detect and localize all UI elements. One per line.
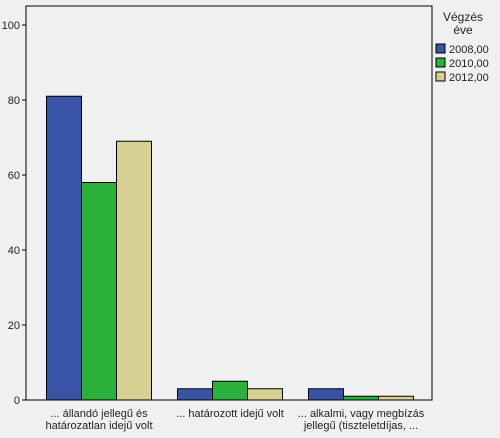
legend-title: éve xyxy=(453,23,473,37)
x-category-label: ... határozott idejű volt xyxy=(176,408,284,420)
x-category-label: ... állandó jellegű és határozatlan idejű… xyxy=(45,408,152,432)
bar xyxy=(212,380,248,401)
x-category-label-line: ... alkalmi, vagy megbízás xyxy=(298,408,425,420)
y-tick-label: 60 xyxy=(8,170,20,182)
y-tick-label: 100 xyxy=(2,20,20,32)
x-category-label-line: ... állandó jellegű és xyxy=(50,408,148,420)
legend-label: 2012,00 xyxy=(449,72,489,84)
legend-swatch xyxy=(435,71,446,82)
x-category-label-line: határozatlan idejű volt xyxy=(45,420,152,432)
legend-title: Végzés xyxy=(443,10,483,24)
y-tick-label: 0 xyxy=(14,395,20,407)
legend-label: 2008,00 xyxy=(449,44,489,56)
y-tick-label: 40 xyxy=(8,245,20,257)
bar xyxy=(81,182,117,401)
x-axis-category-labels: ... állandó jellegű és határozatlan idejű… xyxy=(45,408,424,432)
y-tick-label: 20 xyxy=(8,320,20,332)
x-category-label-line: jellegű (tiszteletdíjas, ... xyxy=(303,420,418,432)
x-category-label: ... alkalmi, vagy megbízás jellegű (tiszt… xyxy=(298,408,425,432)
legend-label: 2010,00 xyxy=(449,58,489,70)
bar xyxy=(177,388,213,401)
bar xyxy=(46,95,82,401)
legend-swatch xyxy=(435,43,446,54)
bar xyxy=(343,395,379,401)
bar xyxy=(378,395,414,401)
bar xyxy=(308,388,344,401)
y-tick-label: 80 xyxy=(8,95,20,107)
x-category-label-line: ... határozott idejű volt xyxy=(176,408,284,420)
bar xyxy=(247,388,283,401)
y-axis: 0 20 40 60 80 100 xyxy=(2,20,26,407)
bar xyxy=(116,140,152,401)
bars xyxy=(46,95,414,401)
legend-swatch xyxy=(435,57,446,68)
